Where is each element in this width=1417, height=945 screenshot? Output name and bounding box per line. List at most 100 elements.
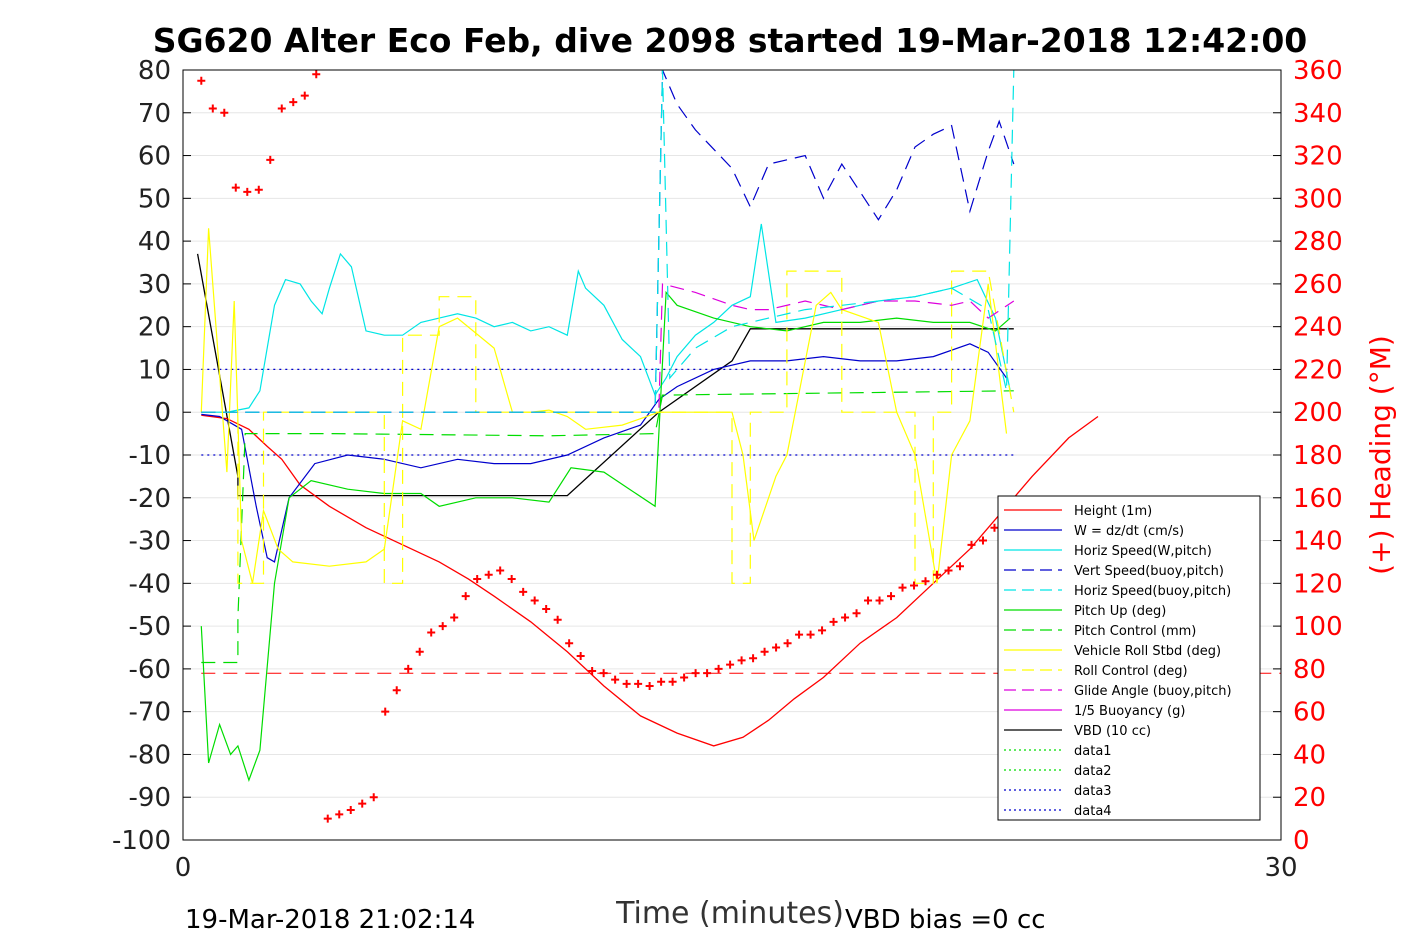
- heading-marker: [611, 675, 620, 684]
- series-vert-speed-buoy: [201, 69, 1015, 413]
- y-right-tick-label: 180: [1293, 441, 1343, 471]
- heading-marker: [289, 98, 298, 107]
- y-tick-label: -90: [129, 783, 171, 813]
- heading-marker: [553, 615, 562, 624]
- heading-marker: [795, 630, 804, 639]
- legend-label: W = dz/dt (cm/s): [1074, 524, 1184, 539]
- y-tick-label: -40: [129, 569, 171, 599]
- heading-marker: [944, 566, 953, 575]
- y-tick-label: 40: [138, 227, 171, 257]
- y-right-tick-label: 360: [1293, 56, 1343, 86]
- legend-label: Glide Angle (buoy,pitch): [1074, 684, 1232, 699]
- heading-marker: [933, 570, 942, 579]
- heading-marker: [956, 562, 965, 571]
- heading-marker: [772, 643, 781, 652]
- heading-marker: [346, 806, 355, 815]
- right-axis: 3603403203002802602402202001801601401201…: [1273, 56, 1343, 856]
- legend-label: Height (1m): [1074, 504, 1152, 519]
- legend-label: Horiz Speed(W,pitch): [1074, 544, 1212, 559]
- series-height: [201, 414, 1099, 747]
- heading-marker: [197, 76, 206, 85]
- legend-label: 1/5 Buoyancy (g): [1074, 704, 1185, 719]
- y-right-tick-label: 340: [1293, 99, 1343, 129]
- heading-marker: [910, 581, 919, 590]
- heading-marker: [749, 654, 758, 663]
- heading-marker: [645, 682, 654, 690]
- y-tick-label: 0: [154, 398, 171, 428]
- series-horiz-speed-buoy: [201, 69, 1015, 413]
- y-tick-label: 20: [138, 313, 171, 343]
- heading-marker: [473, 575, 482, 584]
- legend-label: data2: [1074, 764, 1112, 779]
- heading-marker: [783, 639, 792, 648]
- heading-marker: [714, 664, 723, 673]
- series-pitch-control: [201, 390, 1014, 664]
- heading-marker: [852, 609, 861, 618]
- y-right-tick-label: 200: [1293, 398, 1343, 428]
- y-tick-label: -60: [129, 655, 171, 685]
- y-right-tick-label: 20: [1293, 783, 1326, 813]
- heading-marker: [507, 575, 516, 584]
- heading-marker: [726, 660, 735, 669]
- legend-label: Pitch Control (mm): [1074, 624, 1196, 639]
- series-roll: [200, 228, 1008, 584]
- y-right-tick-label: 80: [1293, 655, 1326, 685]
- x-tick-label: 30: [1264, 853, 1297, 883]
- heading-marker: [703, 669, 712, 678]
- heading-marker: [818, 626, 827, 635]
- series-pitch-up: [200, 290, 1011, 782]
- heading-marker: [231, 183, 240, 192]
- series-vbd: [196, 253, 1014, 497]
- y-tick-label: 70: [138, 99, 171, 129]
- series-layer: [196, 69, 1281, 823]
- heading-marker: [369, 793, 378, 802]
- heading-marker: [634, 679, 643, 688]
- heading-marker: [668, 677, 677, 686]
- y-right-tick-label: 100: [1293, 612, 1343, 642]
- y-tick-label: -100: [112, 826, 171, 856]
- heading-marker: [864, 596, 873, 605]
- legend-label: Roll Control (deg): [1074, 664, 1188, 679]
- heading-marker: [599, 669, 608, 678]
- footer-timestamp: 19-Mar-2018 21:02:14: [185, 905, 475, 935]
- x-axis: 0 30: [175, 853, 1298, 883]
- heading-marker: [392, 686, 401, 695]
- y-right-tick-label: 320: [1293, 142, 1343, 172]
- right-axis-label: (+) Heading (°M): [1364, 335, 1397, 575]
- heading-marker: [691, 669, 700, 678]
- heading-marker: [335, 810, 344, 819]
- y-tick-label: -80: [129, 740, 171, 770]
- y-right-tick-label: 0: [1293, 826, 1310, 856]
- heading-marker: [806, 630, 815, 639]
- heading-marker: [990, 523, 999, 532]
- heading-marker: [427, 628, 436, 637]
- heading-marker: [277, 104, 286, 113]
- heading-marker: [588, 667, 597, 676]
- legend: Height (1m) W = dz/dt (cm/s) Horiz Speed(W…: [997, 495, 1261, 821]
- y-tick-label: 10: [138, 355, 171, 385]
- heading-marker: [519, 587, 528, 596]
- y-tick-label: -30: [129, 527, 171, 557]
- heading-marker: [657, 677, 666, 686]
- legend-label: data4: [1074, 804, 1112, 819]
- heading-marker: [461, 592, 470, 601]
- y-tick-label: -70: [129, 698, 171, 728]
- legend-label: Horiz Speed(buoy,pitch): [1074, 584, 1231, 599]
- y-right-tick-label: 220: [1293, 355, 1343, 385]
- legend-label: Vert Speed(buoy,pitch): [1074, 564, 1224, 579]
- heading-marker: [496, 566, 505, 575]
- heading-marker: [576, 652, 585, 661]
- heading-marker: [358, 799, 367, 808]
- y-tick-label: 50: [138, 184, 171, 214]
- y-tick-label: 80: [138, 56, 171, 86]
- series-glide-angle: [201, 283, 1015, 413]
- heading-marker: [404, 664, 413, 673]
- y-tick-label: -50: [129, 612, 171, 642]
- chart-title: SG620 Alter Eco Feb, dive 2098 started 1…: [153, 21, 1308, 60]
- heading-marker: [760, 647, 769, 656]
- heading-marker: [967, 540, 976, 549]
- heading-marker: [243, 187, 252, 196]
- x-axis-label: Time (minutes): [615, 896, 844, 931]
- heading-marker: [737, 656, 746, 665]
